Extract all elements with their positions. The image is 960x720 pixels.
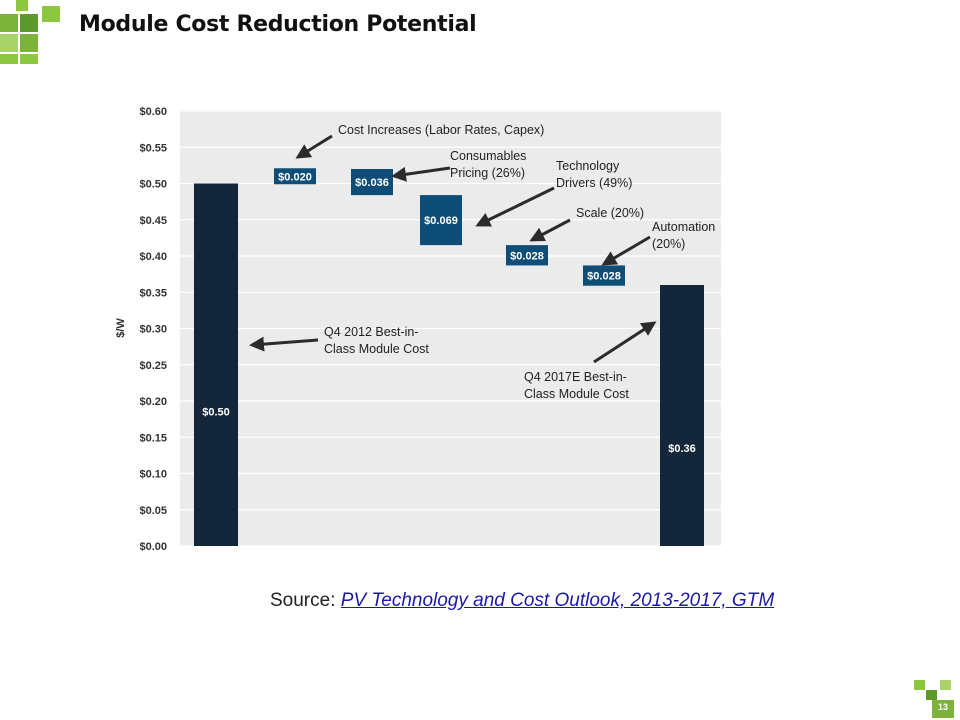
annotation-text: Q4 2012 Best-in- (324, 325, 419, 339)
y-tick-label: $0.20 (139, 396, 167, 408)
y-tick-label: $0.35 (139, 287, 167, 299)
annotation-arrow (391, 166, 451, 182)
y-tick-label: $0.15 (139, 432, 167, 444)
annotation-text: Consumables (450, 149, 526, 163)
bar-labels: $0.50 $0.020 $0.036 $0.069 $0.028 $0.028 $0.36 (202, 171, 696, 455)
y-tick-label: $0.45 (139, 215, 167, 227)
bar-label: $0.036 (355, 177, 389, 189)
annotation-arrow (529, 218, 571, 242)
annotation-text: Technology (556, 159, 620, 173)
y-tick-label: $0.40 (139, 251, 167, 263)
y-axis-label: $/W (115, 318, 127, 338)
bar (351, 169, 393, 196)
page-number: 13 (937, 702, 948, 712)
y-tick-label: $0.30 (139, 324, 167, 336)
annotation-text: (20%) (652, 237, 685, 251)
annotation-arrow (475, 186, 555, 227)
annotation-text: Pricing (26%) (450, 166, 525, 180)
annotation-arrow (593, 321, 657, 364)
y-tick-labels: $0.00 $0.05 $0.10 $0.15 $0.20 $0.25 $0.30 $0.35… (139, 106, 167, 553)
bar (274, 168, 316, 185)
bar-label: $0.069 (424, 215, 458, 227)
y-tick-label: $0.00 (139, 541, 167, 553)
bar-label: $0.028 (510, 250, 544, 262)
bar-label: $0.028 (587, 271, 621, 283)
waterfall-chart: $0.00 $0.05 $0.10 $0.15 $0.20 $0.25 $0.30 $0.35… (115, 106, 721, 553)
bar (194, 183, 238, 546)
arrows (249, 134, 657, 364)
source-prefix: Source: (270, 590, 341, 611)
page-title: Module Cost Reduction Potential (79, 12, 477, 37)
y-tick-label: $0.05 (139, 505, 167, 517)
annotation-arrow (249, 336, 319, 352)
source-link[interactable]: PV Technology and Cost Outlook, 2013-201… (340, 590, 775, 611)
annotation-text: Class Module Cost (324, 342, 429, 356)
bars (194, 168, 704, 546)
logo-checker-icon (0, 0, 60, 64)
source-citation: Source: PV Technology and Cost Outlook, … (270, 590, 774, 612)
annotation-text: Q4 2017E Best-in- (524, 370, 627, 384)
bar (506, 245, 548, 266)
y-tick-label: $0.25 (139, 360, 167, 372)
annotation-arrow (601, 235, 651, 266)
y-tick-label: $0.10 (139, 469, 167, 481)
bar (660, 285, 704, 546)
annotation-text: Automation (652, 220, 715, 234)
corner-checker-icon (914, 680, 951, 700)
y-tick-label: $0.55 (139, 142, 167, 154)
bar (420, 195, 462, 246)
bar-label: $0.36 (668, 443, 696, 455)
annotation-text: Class Module Cost (524, 387, 629, 401)
bar (583, 265, 625, 286)
annotations: Cost Increases (Labor Rates, Capex) Consu… (324, 123, 715, 401)
bar-label: $0.50 (202, 407, 230, 419)
y-tick-label: $0.50 (139, 179, 167, 191)
annotation-text: Scale (20%) (576, 206, 644, 220)
annotation-text: Cost Increases (Labor Rates, Capex) (338, 123, 544, 137)
page-number-box (932, 700, 954, 718)
y-tick-label: $0.60 (139, 106, 167, 118)
annotation-text: Drivers (49%) (556, 176, 632, 190)
annotation-arrow (295, 134, 333, 159)
bar-label: $0.020 (278, 171, 312, 183)
